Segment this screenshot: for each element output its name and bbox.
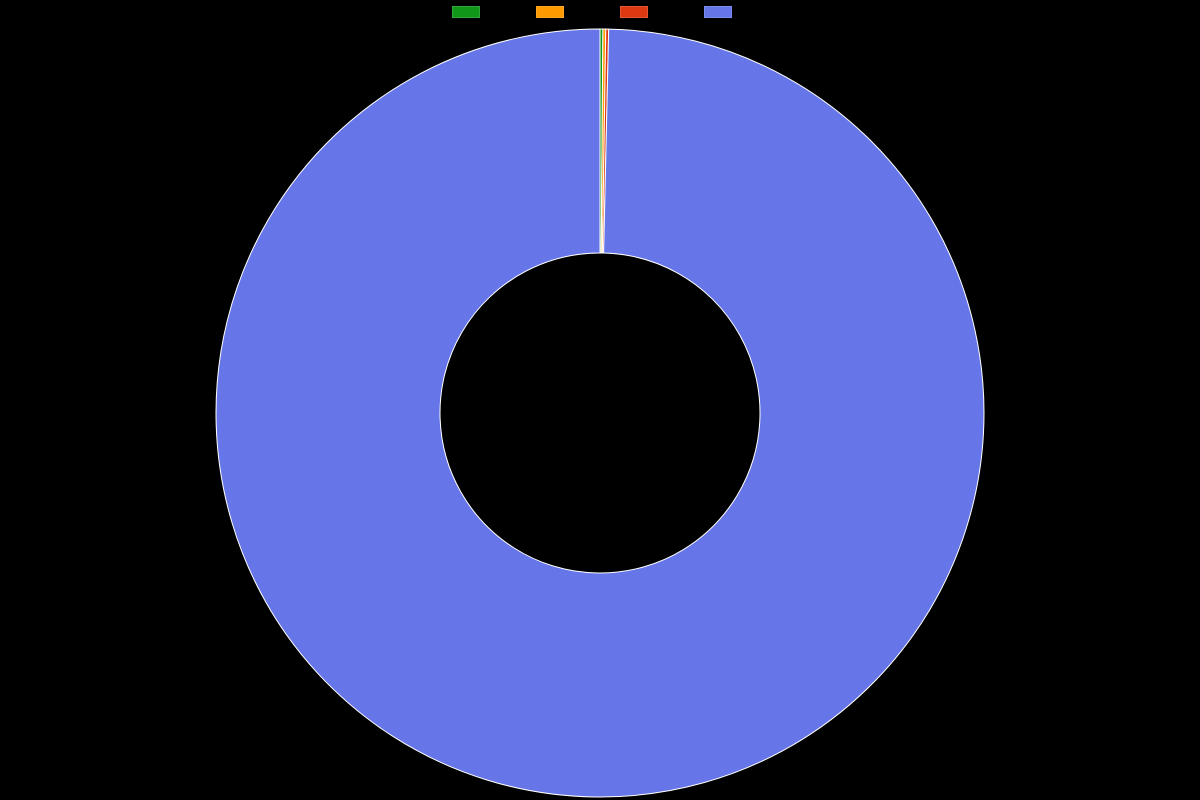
donut-chart [0, 26, 1200, 800]
legend-item-2[interactable] [620, 6, 664, 18]
donut-slice-3[interactable] [216, 29, 984, 797]
legend-item-1[interactable] [536, 6, 580, 18]
legend-item-0[interactable] [452, 6, 496, 18]
legend-swatch-0 [452, 6, 480, 18]
legend-swatch-3 [704, 6, 732, 18]
legend [452, 6, 748, 18]
chart-container [0, 0, 1200, 800]
legend-item-3[interactable] [704, 6, 748, 18]
legend-swatch-2 [620, 6, 648, 18]
legend-swatch-1 [536, 6, 564, 18]
